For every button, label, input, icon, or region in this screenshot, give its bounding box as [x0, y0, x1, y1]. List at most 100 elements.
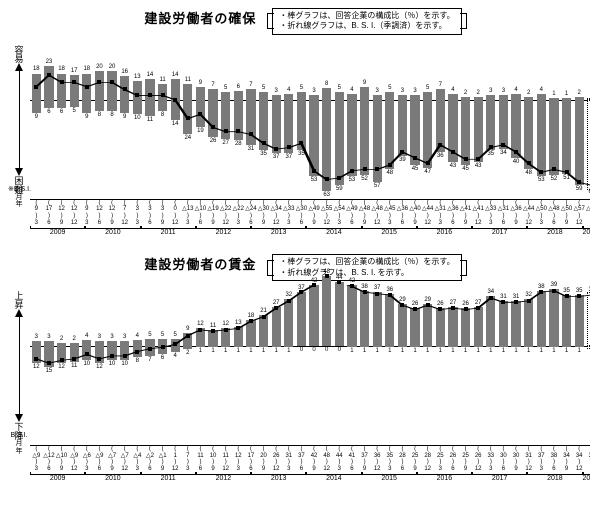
bar-value-up: 5: [220, 85, 232, 91]
legend-line: ・棒グラフは、回答企業の構成比（％）を示す。: [279, 11, 454, 21]
year-label: 2019: [583, 228, 590, 236]
bar-value-up: 3: [43, 334, 55, 340]
bar-value-up: 4: [81, 333, 93, 339]
bar-value-down: 40: [510, 159, 522, 165]
bar-value-down: 53: [308, 177, 320, 183]
bar-column: 440: [334, 285, 346, 445]
bar-value-down: 5: [68, 108, 80, 114]
line-marker: [148, 93, 152, 97]
year-label: 2011: [141, 474, 196, 482]
line-marker: [299, 290, 303, 294]
bar-column: 453: [346, 39, 358, 199]
bar-column: 151: [561, 39, 573, 199]
x-tick: (36)12: [371, 446, 384, 472]
x-tick: (△12)6: [43, 446, 56, 472]
x-tick: (△7)12: [118, 446, 131, 472]
bar-value-up: 5: [258, 85, 270, 91]
line-marker: [577, 294, 581, 298]
x-tick: (31)3: [283, 446, 296, 472]
year-label: 2019: [583, 474, 590, 482]
year-label: 2015: [362, 228, 417, 236]
bar-value-up: 38: [536, 284, 548, 290]
bar-column: 169: [119, 39, 131, 199]
x-tick: (20)9: [257, 446, 270, 472]
line-marker: [224, 129, 228, 133]
bar-value-up: 18: [31, 66, 43, 72]
line-marker: [299, 141, 303, 145]
bar-column: 321: [523, 285, 535, 445]
x-tick: (△24)6: [245, 200, 258, 226]
bar-column: 261: [435, 285, 447, 445]
bar-value-down: 35: [296, 151, 308, 157]
bar-column: 726: [207, 39, 219, 199]
line-marker: [211, 125, 215, 129]
bar-value-down: 48: [384, 170, 396, 176]
x-tick: (12)12: [68, 200, 81, 226]
line-marker: [552, 289, 556, 293]
line-marker: [350, 169, 354, 173]
bar-value-down: 1: [586, 348, 590, 354]
year-label: 2009: [30, 474, 85, 482]
line-marker: [565, 170, 569, 174]
bar-column: 211: [258, 285, 270, 445]
arrow-up-icon: [15, 63, 23, 71]
line-marker: [123, 354, 127, 358]
line-marker: [438, 143, 442, 147]
bar-value-down: 9: [31, 114, 43, 120]
bar-column: 271: [447, 285, 459, 445]
line-marker: [34, 85, 38, 89]
x-tick: (9)3: [81, 200, 94, 226]
line-marker: [173, 98, 177, 102]
bar-column: 48: [132, 285, 144, 445]
bar-value-down: 12: [31, 364, 43, 370]
legend-box: ・棒グラフは、回答企業の構成比（％）を示す。・折れ線グラフは、B. S. I.（…: [272, 8, 461, 35]
line-marker: [552, 167, 556, 171]
bar-value-down: 1: [447, 348, 459, 354]
bar-value-up: 35: [573, 288, 585, 294]
bar-value-up: 3: [397, 88, 409, 94]
year-row: 2009201020112012201320142015201620172018…: [30, 474, 590, 482]
bar-value-down: 1: [510, 348, 522, 354]
x-tick: (△30)9: [257, 200, 270, 226]
line-marker: [337, 176, 341, 180]
line-marker: [325, 274, 329, 278]
line-marker: [211, 329, 215, 333]
bar-value-up: 14: [169, 72, 181, 78]
bar-value-up: 2: [56, 336, 68, 342]
bar-value-down: 1: [422, 348, 434, 354]
bar-value-up: 11: [182, 77, 194, 83]
bar-column: 731: [245, 39, 257, 199]
bar-value-down: 45: [460, 166, 472, 172]
line-marker: [577, 180, 581, 184]
bar-value-up: 3: [119, 334, 131, 340]
bar-value-up: 12: [220, 321, 232, 327]
bar-value-up: 26: [409, 301, 421, 307]
bar-value-up: 5: [169, 332, 181, 338]
x-tick: (△36)6: [396, 200, 409, 226]
bar-value-up: 27: [472, 300, 484, 306]
x-tick: (△59)3: [586, 200, 590, 226]
bar-value-down: 10: [119, 361, 131, 367]
bar-column: 480: [321, 285, 333, 445]
bar-value-up: 38: [359, 284, 371, 290]
bar-value-up: 7: [207, 82, 219, 88]
bar-value-down: 1: [460, 348, 472, 354]
bar-value-up: 29: [397, 297, 409, 303]
bar-value-down: 43: [447, 163, 459, 169]
bar-column: 248: [523, 39, 535, 199]
bar-value-down: 43: [472, 163, 484, 169]
line-marker: [47, 361, 51, 365]
bar-value-up: 9: [195, 80, 207, 86]
line-marker: [337, 280, 341, 284]
x-tick: (△36)6: [447, 200, 460, 226]
x-tick: (37)6: [295, 446, 308, 472]
line-marker: [123, 87, 127, 91]
bar-column: 291: [397, 285, 409, 445]
line-marker: [236, 129, 240, 133]
bar-value-down: 0: [296, 347, 308, 353]
x-tick: (△49)9: [308, 200, 321, 226]
year-label: 2014: [306, 474, 361, 482]
bar-column: 381: [359, 285, 371, 445]
x-tick: (△48)12: [371, 200, 384, 226]
line-marker: [539, 170, 543, 174]
